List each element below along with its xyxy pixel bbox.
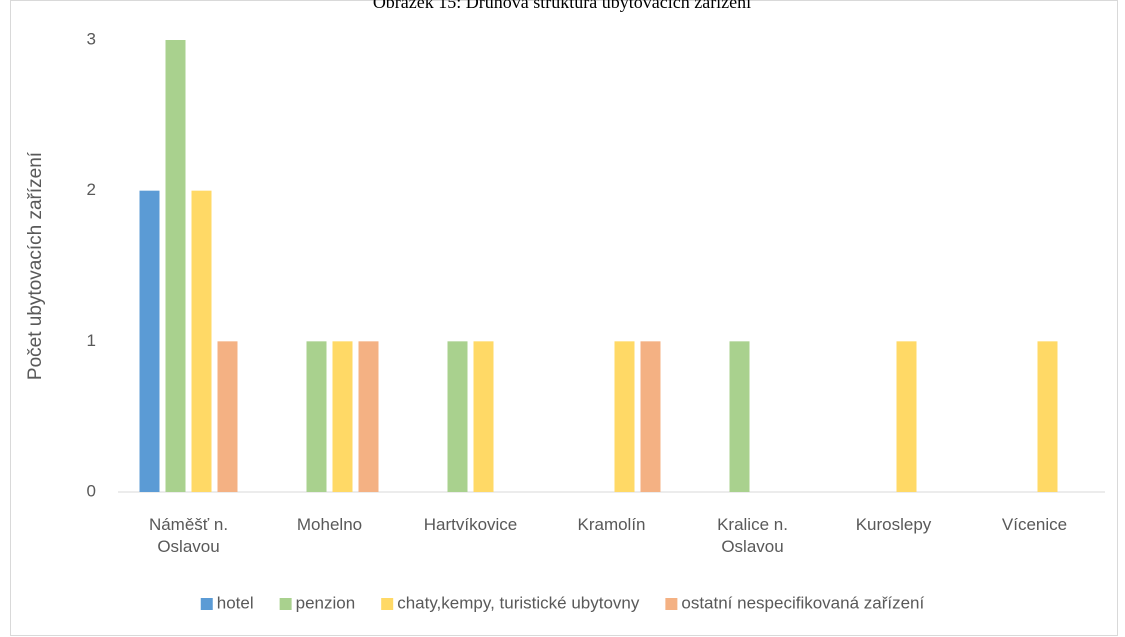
y-tick-label: 0 [87, 481, 96, 500]
bar [332, 341, 353, 492]
bar [139, 190, 160, 492]
bar [191, 190, 212, 492]
legend-swatch [665, 598, 678, 610]
y-tick-label: 2 [87, 180, 96, 199]
bar [447, 341, 468, 492]
x-tick-label: Kramolín [577, 515, 646, 534]
bar [729, 341, 750, 492]
legend-label: chaty,kempy, turistické ubytovny [397, 593, 640, 612]
legend-swatch [381, 598, 394, 610]
bar [165, 40, 186, 492]
y-axis-label: Počet ubytovacích zařízení [25, 151, 46, 380]
bar [614, 341, 635, 492]
bar [896, 341, 917, 492]
chart-title: Obrázek 15: Druhová struktura ubytovacíc… [373, 0, 751, 12]
legend-label: ostatní nespecifikovaná zařízení [681, 593, 924, 612]
bar [358, 341, 379, 492]
x-tick-label: Kralice n. Oslavou [717, 515, 788, 556]
bar [217, 341, 238, 492]
x-tick-label: Náměšť n. Oslavou [148, 515, 229, 556]
x-tick-label: Kuroslepy [855, 515, 932, 534]
x-tick-label: Mohelno [296, 515, 363, 534]
bar [306, 341, 327, 492]
bar [640, 341, 661, 492]
legend-label: penzion [296, 593, 356, 612]
x-tick-label: Vícenice [1001, 515, 1068, 534]
x-tick-label: Hartvíkovice [423, 515, 518, 534]
bar [473, 341, 494, 492]
y-tick-label: 3 [87, 29, 96, 48]
legend-swatch [200, 598, 213, 610]
bar [1037, 341, 1058, 492]
legend-label: hotel [217, 593, 254, 612]
y-tick-label: 1 [87, 331, 96, 350]
legend-swatch [279, 598, 292, 610]
